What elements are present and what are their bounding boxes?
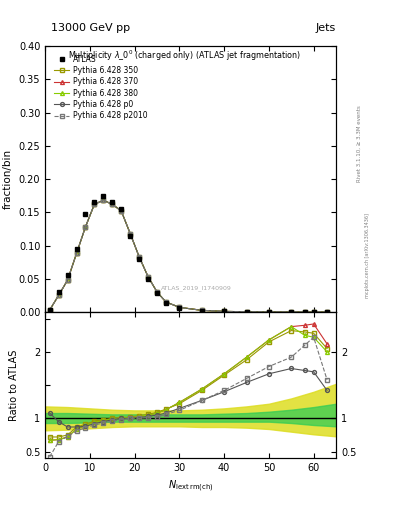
Y-axis label: fraction/bin: fraction/bin bbox=[3, 149, 13, 209]
Text: mcplots.cern.ch [arXiv:1306.3436]: mcplots.cern.ch [arXiv:1306.3436] bbox=[365, 214, 370, 298]
Text: Rivet 3.1.10, ≥ 3.3M events: Rivet 3.1.10, ≥ 3.3M events bbox=[357, 105, 362, 182]
Y-axis label: Ratio to ATLAS: Ratio to ATLAS bbox=[9, 349, 19, 421]
Text: ATLAS_2019_I1740909: ATLAS_2019_I1740909 bbox=[161, 285, 232, 291]
Text: Jets: Jets bbox=[316, 23, 336, 33]
Legend: ATLAS, Pythia 6.428 350, Pythia 6.428 370, Pythia 6.428 380, Pythia 6.428 p0, Py: ATLAS, Pythia 6.428 350, Pythia 6.428 37… bbox=[52, 53, 149, 122]
Text: Multiplicity $\lambda\_0^0$ (charged only) (ATLAS jet fragmentation): Multiplicity $\lambda\_0^0$ (charged onl… bbox=[68, 49, 301, 63]
Text: 13000 GeV pp: 13000 GeV pp bbox=[51, 23, 130, 33]
X-axis label: $N_{\rm lext\,rm(ch)}$: $N_{\rm lext\,rm(ch)}$ bbox=[168, 479, 213, 494]
